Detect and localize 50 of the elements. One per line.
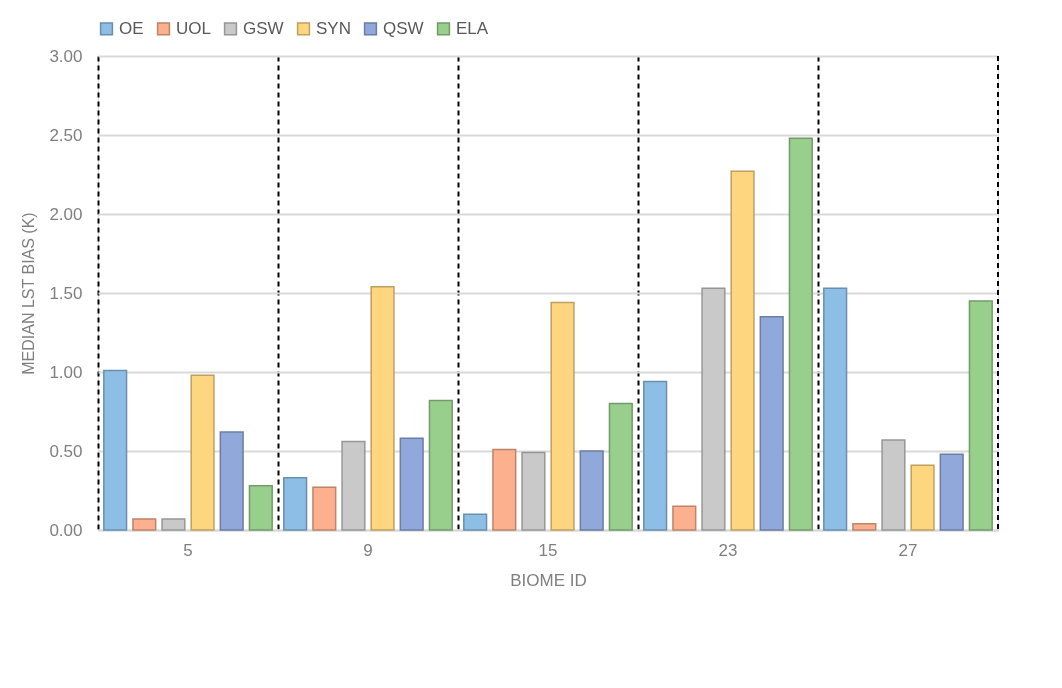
bar: [219, 431, 244, 531]
bar: [788, 137, 813, 531]
bar: [910, 464, 935, 531]
bar: [341, 440, 366, 531]
y-tick-label: 2.00: [49, 204, 83, 224]
x-tick-label: 15: [538, 540, 558, 560]
y-axis-title: MEDIAN LST BIAS (K): [20, 212, 38, 375]
bar: [968, 300, 993, 531]
y-tick-label: 1.50: [49, 283, 83, 303]
y-tick-label: 0.50: [49, 441, 83, 461]
legend-label: GSW: [243, 18, 284, 38]
bar: [399, 437, 424, 531]
y-tick-label: 2.50: [49, 125, 83, 145]
bar: [643, 380, 668, 531]
bar: [579, 450, 604, 531]
x-tick-label: 23: [718, 540, 738, 560]
bar: [190, 374, 215, 531]
x-axis-title: BIOME ID: [510, 570, 587, 590]
y-tick-label: 1.00: [49, 362, 83, 382]
bar: [881, 439, 906, 531]
bar: [248, 485, 273, 531]
bar: [730, 170, 755, 531]
bar: [132, 518, 157, 531]
bar: [823, 287, 848, 531]
bar: [939, 453, 964, 531]
bar: [701, 287, 726, 531]
bar: [521, 451, 546, 531]
bar: [312, 486, 337, 531]
legend-label: UOL: [176, 18, 211, 38]
bar: [161, 518, 186, 531]
bar: [608, 402, 633, 531]
x-tick-label: 27: [898, 540, 918, 560]
bar: [550, 301, 575, 531]
legend-label: QSW: [383, 18, 424, 38]
bar: [759, 315, 784, 531]
y-tick-label: 3.00: [49, 46, 83, 66]
legend-label: OE: [119, 18, 144, 38]
bar: [428, 399, 453, 531]
bar: [283, 477, 308, 531]
x-tick-label: 9: [363, 540, 373, 560]
bar: [103, 369, 128, 531]
bar: [672, 505, 697, 531]
legend-label: SYN: [316, 18, 351, 38]
bar: [463, 513, 488, 531]
x-tick-label: 5: [183, 540, 193, 560]
legend-label: ELA: [456, 18, 489, 38]
bar: [492, 448, 517, 531]
bar: [852, 522, 877, 531]
y-tick-label: 0.00: [49, 520, 83, 540]
bar: [370, 285, 395, 531]
